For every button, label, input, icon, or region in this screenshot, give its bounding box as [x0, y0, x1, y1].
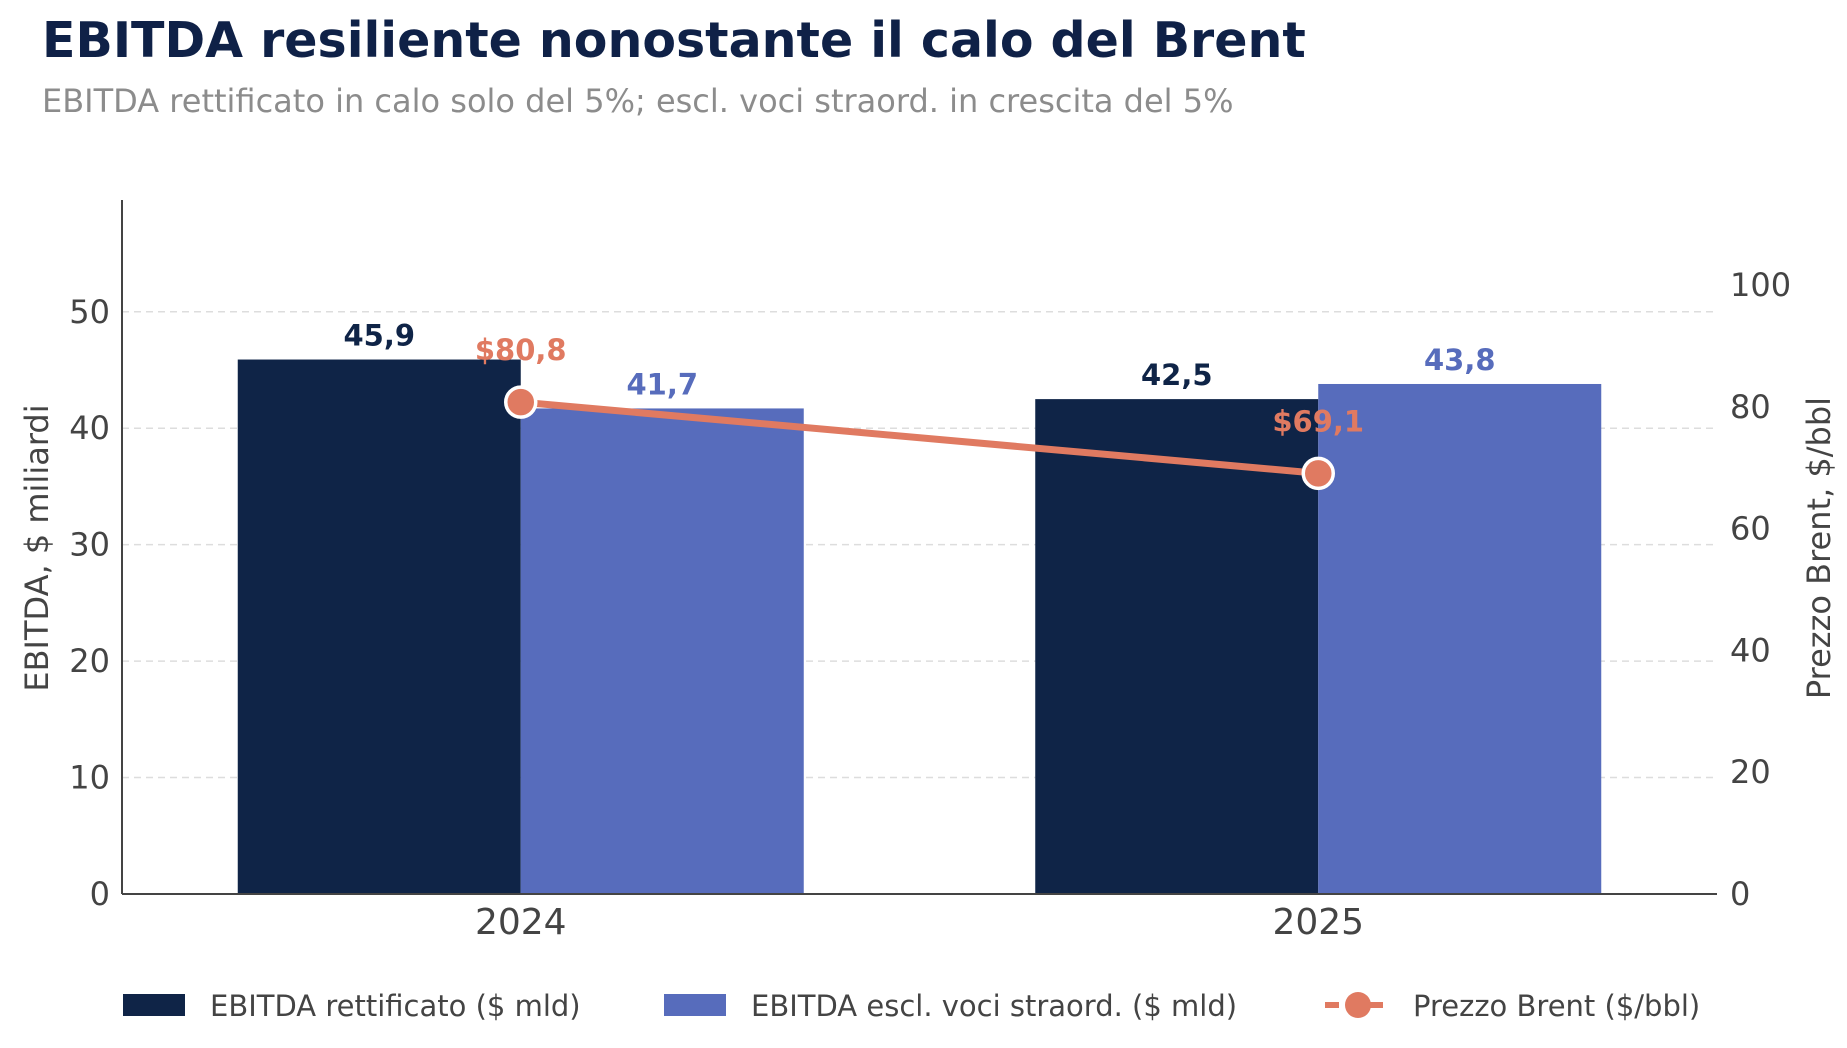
bar-ebitda-rettificato	[1035, 399, 1319, 894]
y-tick-label: 0	[90, 875, 110, 913]
legend-label-escl: EBITDA escl. voci straord. ($ mld)	[751, 989, 1237, 1023]
legend-swatch-escl	[664, 994, 726, 1016]
bar-value-label: 43,8	[1424, 343, 1496, 377]
y2-axis-title: Prezzo Brent, $/bbl	[1800, 397, 1838, 699]
legend-label-brent: Prezzo Brent ($/bbl)	[1413, 989, 1700, 1023]
y-tick-label: 10	[69, 759, 110, 797]
brent-line-layer	[504, 385, 1335, 491]
y2-tick-label: 80	[1730, 388, 1771, 426]
chart-title: EBITDA resiliente nonostante il calo del…	[42, 12, 1306, 69]
y-tick-label: 50	[69, 293, 110, 331]
brent-value-label: $69,1	[1272, 404, 1364, 438]
bar-value-label: 41,7	[626, 367, 698, 401]
tick-labels: 0 10 20 30 40 50 0 20 40 60 80 100 2024 2025	[69, 266, 1791, 943]
chart-subtitle: EBITDA rettificato in calo solo del 5%; …	[42, 82, 1234, 120]
bar-value-label: 42,5	[1141, 358, 1213, 392]
x-tick-label: 2024	[475, 902, 567, 943]
legend-swatch-rettificato	[123, 994, 185, 1016]
bar-ebitda-escl	[520, 408, 804, 894]
bar-value-label: 45,9	[343, 319, 415, 353]
y2-tick-label: 60	[1730, 510, 1771, 548]
bars	[237, 359, 1602, 894]
y-tick-label: 20	[69, 642, 110, 680]
y2-tick-label: 100	[1730, 266, 1791, 304]
legend-swatch-brent-marker	[1345, 992, 1371, 1018]
y-axis-title: EBITDA, $ miliardi	[18, 404, 56, 691]
bar-ebitda-escl	[1318, 383, 1602, 894]
brent-value-label: $80,8	[475, 333, 567, 367]
brent-line	[517, 398, 1322, 477]
legend: EBITDA rettificato ($ mld) EBITDA escl. v…	[123, 989, 1700, 1023]
brent-point	[1301, 456, 1335, 491]
y2-tick-label: 20	[1730, 753, 1771, 791]
y-tick-label: 40	[69, 409, 110, 447]
y2-tick-label: 0	[1730, 875, 1750, 913]
data-labels: 45,9 41,7 42,5 43,8 $80,8 $69,1	[343, 319, 1495, 439]
y-tick-label: 30	[69, 526, 110, 564]
axes	[121, 200, 1717, 895]
bar-ebitda-rettificato	[237, 359, 521, 894]
y2-tick-label: 40	[1730, 631, 1771, 669]
legend-label-rettificato: EBITDA rettificato ($ mld)	[210, 989, 581, 1023]
brent-point	[504, 385, 538, 419]
x-tick-label: 2025	[1272, 902, 1364, 943]
